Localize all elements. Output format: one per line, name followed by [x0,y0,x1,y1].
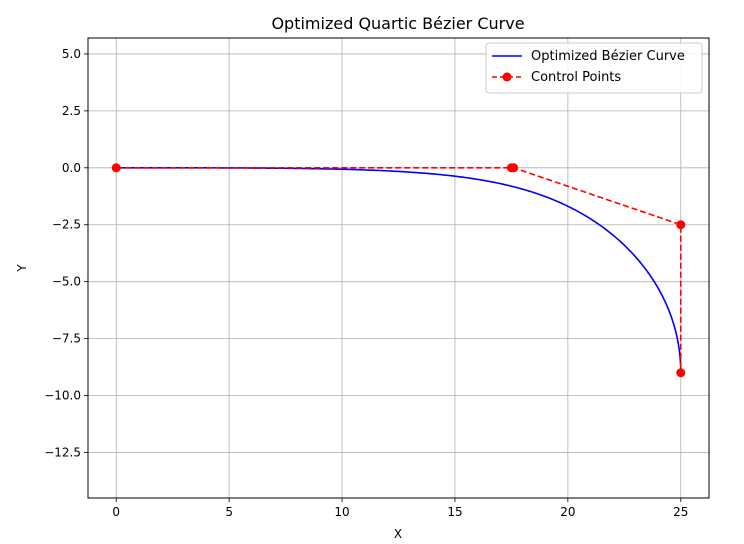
y-tick-label: −5.0 [52,275,81,289]
plot-frame [87,37,710,499]
legend-box [485,42,703,94]
y-tick-label: 0.0 [62,161,81,175]
x-tick-label: 5 [225,505,233,519]
y-axis-label: Y [15,264,29,273]
control-point-marker [676,368,686,378]
y-tick-label: −7.5 [52,332,81,346]
y-tick-label: −10.0 [44,389,81,403]
bezier-curve-line [116,167,682,373]
x-tick-label: 0 [112,505,120,519]
y-tick-label: −2.5 [52,218,81,232]
legend: Optimized Bézier Curve Control Points [485,42,703,94]
plot-data [111,163,686,378]
x-tick-label: 25 [673,505,688,519]
x-tick-label: 10 [334,505,349,519]
y-tick-label: 5.0 [62,47,81,61]
control-point-marker [111,163,121,173]
legend-curve-label: Optimized Bézier Curve [531,49,685,64]
legend-control-marker [502,72,512,82]
legend-control-label: Control Points [531,70,621,85]
x-axis-label: X [394,527,402,541]
x-tick-label: 15 [447,505,462,519]
control-point-marker [509,163,519,173]
control-point-marker [676,220,686,230]
axis-ticks: 0 5 10 15 20 25 5.0 2.5 0.0 −2.5 −5.0 −7.5 −10.0 −12.… [44,47,688,519]
x-tick-label: 20 [560,505,575,519]
y-tick-label: −12.5 [44,445,81,459]
y-tick-label: 2.5 [62,104,81,118]
chart-title: Optimized Quartic Bézier Curve [271,14,524,33]
